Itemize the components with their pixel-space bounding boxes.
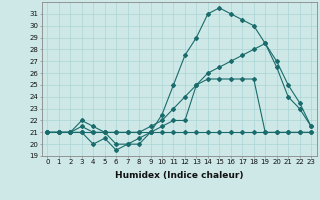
X-axis label: Humidex (Indice chaleur): Humidex (Indice chaleur) <box>115 171 244 180</box>
